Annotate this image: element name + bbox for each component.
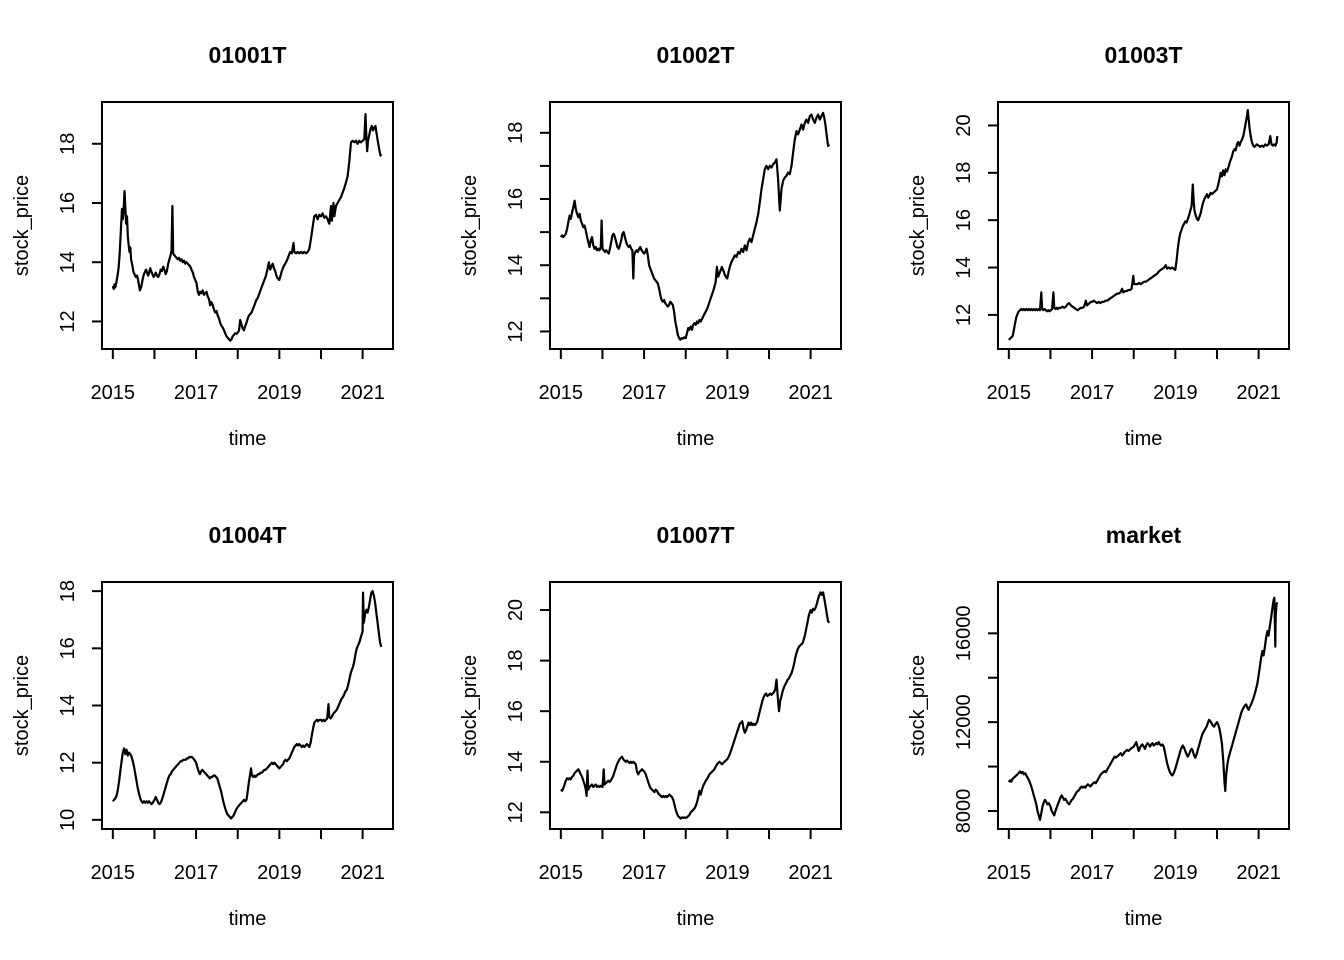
stock-price-line [559,111,831,341]
y-tick-label: 20 [505,599,527,621]
panel-01002t: 01002T 2015 2017 2019 2021 12 14 16 18 time stock_… [448,0,896,480]
x-tick-label: 2017 [174,382,219,404]
y-tick-label: 12 [505,320,527,342]
y-tick-label: 14 [505,254,527,276]
plot-frame [101,101,394,350]
y-tick-label: 18 [57,580,79,602]
y-tick-label: 14 [505,751,527,773]
y-tick-label: 18 [505,122,527,144]
x-tick-label: 2017 [1070,382,1115,404]
y-tick-label: 12000 [953,694,975,750]
x-tick-label: 2019 [1153,862,1198,884]
x-tick-label: 2021 [340,382,385,404]
x-axis-label: time [677,428,715,450]
x-tick-label: 2015 [91,382,136,404]
stock-price-line [111,589,383,820]
plot-frame [549,581,842,830]
y-tick-label: 16 [57,637,79,659]
x-axis-label: time [1125,908,1163,930]
x-tick-label: 2017 [174,862,219,884]
y-tick-label: 16 [57,192,79,214]
y-tick-label: 14 [57,251,79,273]
x-axis-label: time [229,428,267,450]
x-tick-label: 2017 [622,382,667,404]
chart-01007t: 01007T 2015 2017 2019 2021 12 14 16 18 20 time stoc… [459,522,842,930]
y-tick-label: 14 [953,256,975,278]
chart-market: market 2015 2017 2019 2021 8000 12000 16000 time… [907,522,1290,930]
x-tick-label: 2019 [705,862,750,884]
x-tick-label: 2019 [257,862,302,884]
x-axis-label: time [1125,428,1163,450]
y-tick-label: 12 [953,304,975,326]
x-tick-label: 2021 [340,862,385,884]
x-tick-label: 2021 [788,382,833,404]
stock-price-line [560,591,831,820]
panel-01004t: 01004T 2015 2017 2019 2021 10 12 14 16 18 time stoc… [0,480,448,960]
panel-market: market 2015 2017 2019 2021 8000 12000 16000 time… [896,480,1344,960]
panel-title: 01002T [656,42,734,68]
stock-price-line [1008,108,1279,341]
y-tick-label: 16000 [953,606,975,662]
chart-01001t: 01001T 2015 2017 2019 2021 12 14 16 18 time stock_… [11,42,394,450]
chart-01002t: 01002T 2015 2017 2019 2021 12 14 16 18 time stock_… [459,42,842,450]
x-tick-label: 2019 [1153,382,1198,404]
panel-01003t: 01003T 2015 2017 2019 2021 12 14 16 18 20 time stoc… [896,0,1344,480]
y-tick-label: 8000 [953,789,975,834]
y-axis-label: stock_price [11,655,33,756]
plot-frame [997,101,1290,350]
panel-01007t: 01007T 2015 2017 2019 2021 12 14 16 18 20 time stoc… [448,480,896,960]
y-tick-label: 12 [505,801,527,823]
x-tick-label: 2015 [91,862,136,884]
stock-price-line [111,112,383,342]
x-tick-label: 2017 [622,862,667,884]
y-tick-label: 18 [953,162,975,184]
y-tick-label: 14 [57,694,79,716]
y-axis-label: stock_price [907,655,929,756]
plot-frame [997,581,1290,830]
y-tick-label: 16 [505,700,527,722]
x-tick-label: 2019 [257,382,302,404]
x-tick-label: 2015 [987,862,1031,884]
y-tick-label: 18 [505,650,527,672]
panel-title: 01001T [208,42,286,68]
panel-title: market [1106,522,1182,548]
x-axis-label: time [229,908,267,930]
x-tick-label: 2015 [539,862,584,884]
y-tick-label: 12 [57,752,79,774]
panel-title: 01004T [208,522,286,548]
chart-01003t: 01003T 2015 2017 2019 2021 12 14 16 18 20 time stoc… [907,42,1290,450]
y-tick-label: 16 [505,188,527,210]
panel-title: 01007T [656,522,734,548]
panel-title: 01003T [1104,42,1182,68]
x-tick-label: 2021 [1236,382,1281,404]
x-tick-label: 2015 [539,382,584,404]
y-tick-label: 20 [953,114,975,136]
y-axis-label: stock_price [459,175,481,276]
y-axis-label: stock_price [11,175,33,276]
x-axis-label: time [677,908,715,930]
y-tick-label: 12 [57,310,79,332]
y-tick-label: 10 [57,809,79,831]
plot-frame [549,101,842,350]
x-tick-label: 2019 [705,382,750,404]
y-tick-label: 16 [953,209,975,231]
x-tick-label: 2015 [987,382,1031,404]
y-tick-label: 18 [57,133,79,155]
chart-01004t: 01004T 2015 2017 2019 2021 10 12 14 16 18 time stoc… [11,522,394,930]
x-tick-label: 2021 [788,862,833,884]
panel-01001t: 01001T 2015 2017 2019 2021 12 14 16 18 time stock_… [0,0,448,480]
stock-price-line [1007,596,1279,821]
x-tick-label: 2017 [1070,862,1115,884]
y-axis-label: stock_price [907,175,929,276]
y-axis-label: stock_price [459,655,481,756]
x-tick-label: 2021 [1236,862,1281,884]
